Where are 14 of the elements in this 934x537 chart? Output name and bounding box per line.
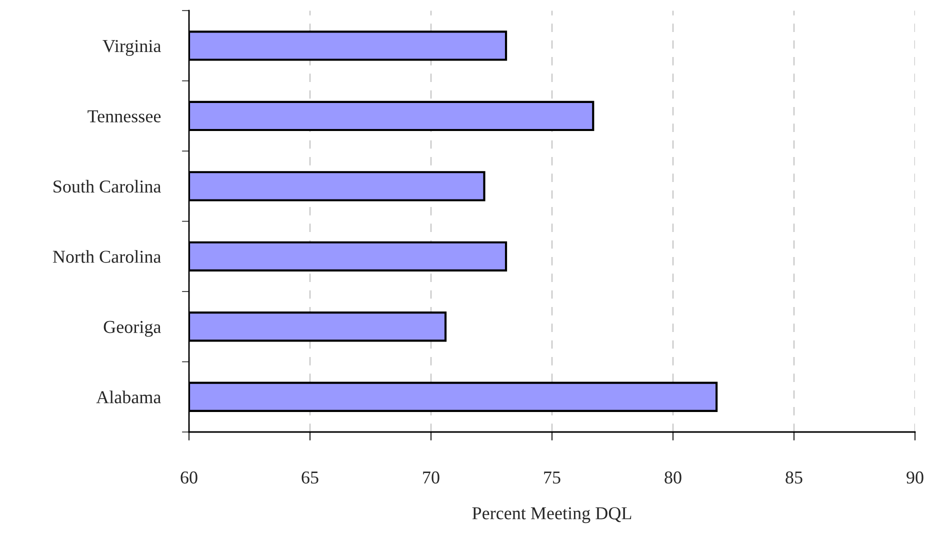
x-tick-label: 70 xyxy=(423,471,440,484)
x-tick-label: 90 xyxy=(906,471,924,484)
y-tick-label: Georiga xyxy=(104,320,161,337)
y-tick-label: South Carolina xyxy=(54,180,161,193)
y-tick-label: Alabama xyxy=(96,390,161,404)
x-tick-label: 65 xyxy=(302,471,318,484)
y-tick-label: Virginia xyxy=(102,40,161,56)
x-axis-title: Percent Meeting DQL xyxy=(472,507,632,524)
y-tick-label: Tennessee xyxy=(88,110,161,122)
y-tick-label: North Carolina xyxy=(52,250,161,263)
x-tick-label: 75 xyxy=(544,472,560,484)
x-tick-label: 80 xyxy=(664,471,682,484)
x-tick-label: 85 xyxy=(786,471,802,484)
x-tick-label: 60 xyxy=(180,471,198,484)
